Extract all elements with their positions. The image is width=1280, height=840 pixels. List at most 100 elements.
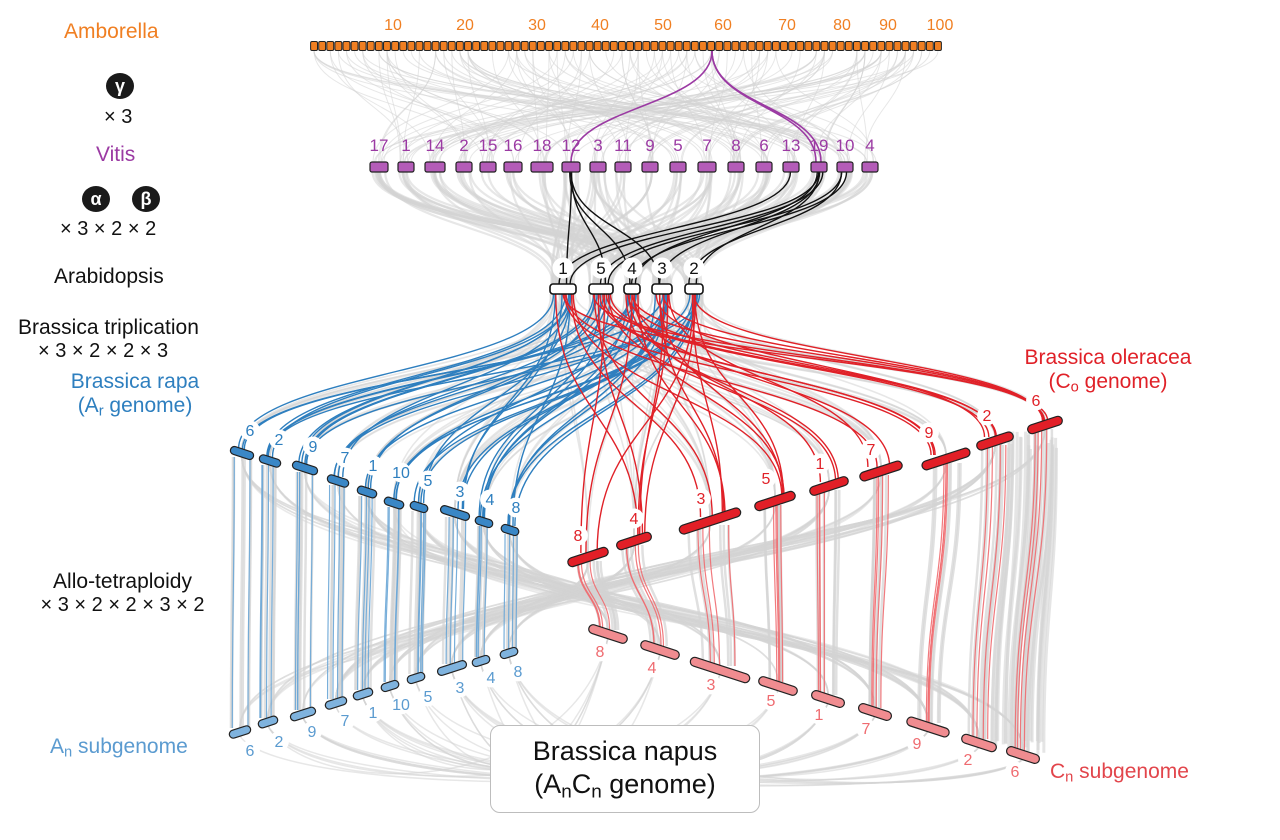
an-chromosome-label: 3 <box>456 680 465 697</box>
amborella-segment <box>335 42 342 51</box>
arabidopsis-chromosome-label: 5 <box>596 259 605 278</box>
vitis-chromosome-label: 3 <box>593 136 602 155</box>
an-chromosome-label: 4 <box>487 670 496 687</box>
amborella-tick-label: 50 <box>654 17 672 34</box>
oleracea-name: Brassica oleracea <box>1018 346 1198 370</box>
rapa-chromosome-label: 10 <box>392 465 410 482</box>
amborella-segment <box>489 42 496 51</box>
napus-title: Brassica napus <box>491 735 759 768</box>
grey-link <box>509 445 995 649</box>
amborella-segment <box>351 42 358 51</box>
amborella-segment <box>578 42 585 51</box>
oleracea-chromosome-label: 8 <box>574 528 583 545</box>
oleracea-chromosome-label: 1 <box>816 456 825 473</box>
vitis-chromosome-label: 17 <box>370 136 389 155</box>
an-chromosome-label: 2 <box>275 734 284 751</box>
amborella-segment <box>521 42 528 51</box>
arabidopsis-chromosome <box>550 284 576 294</box>
amborella-segment <box>627 42 634 51</box>
amborella-segment <box>448 42 455 51</box>
vitis-chromosome <box>480 162 496 172</box>
allo-tetraploidy-label: Allo-tetraploidy × 3 × 2 × 2 × 3 × 2 <box>0 570 245 617</box>
oleracea-chromosome-label: 7 <box>867 442 876 459</box>
amborella-segment <box>311 42 318 51</box>
rapa-chromosome <box>383 496 404 510</box>
amborella-tick-label: 40 <box>591 17 609 34</box>
amborella-segment <box>683 42 690 51</box>
cn-chromosome-label: 5 <box>767 693 776 710</box>
rapa-genome: (Ar genome) <box>40 394 230 421</box>
cn-chromosome-label: 3 <box>707 677 716 694</box>
an-vertical-link <box>504 534 505 649</box>
cn-chromosome-label: 9 <box>913 736 922 753</box>
amborella-segment <box>797 42 804 51</box>
amborella-tick-label: 10 <box>384 17 402 34</box>
vitis-chromosome <box>756 162 772 172</box>
vitis-chromosome-label: 7 <box>702 136 711 155</box>
gamma-badge: γ <box>106 73 134 99</box>
amborella-segment <box>594 42 601 51</box>
vitis-chromosome <box>504 162 522 172</box>
amborella-segment <box>878 42 885 51</box>
amborella-segment <box>700 42 707 51</box>
vitis-chromosome <box>590 162 606 172</box>
arabidopsis-chromosome <box>589 284 613 294</box>
alpha-badge: α <box>82 186 110 212</box>
vitis-chromosome <box>370 162 388 172</box>
amborella-segment <box>829 42 836 51</box>
oleracea-genome: (Co genome) <box>1018 370 1198 397</box>
amborella-segment <box>529 42 536 51</box>
oleracea-chromosome-label: 4 <box>630 511 639 528</box>
amborella-segment <box>691 42 698 51</box>
grey-link <box>314 51 483 162</box>
vitis-chromosome-label: 19 <box>810 136 829 155</box>
amborella-segment <box>934 42 941 51</box>
amborella-segment <box>740 42 747 51</box>
amborella-segment <box>610 42 617 51</box>
oleracea-label: Brassica oleracea (Co genome) <box>1018 346 1198 397</box>
amborella-segment <box>894 42 901 51</box>
rapa-chromosome-label: 2 <box>275 432 284 449</box>
amborella-segment <box>813 42 820 51</box>
amborella-segment <box>651 42 658 51</box>
amborella-segment <box>789 42 796 51</box>
amborella-segment <box>416 42 423 51</box>
vitis-chromosome-label: 9 <box>645 136 654 155</box>
rapa-chromosome-label: 6 <box>246 423 255 440</box>
cn-chromosome-label: 1 <box>815 707 824 724</box>
vitis-chromosome-label: 15 <box>479 136 498 155</box>
beta-badge: β <box>132 186 160 212</box>
vitis-chromosome <box>811 162 827 172</box>
amborella-segment <box>537 42 544 51</box>
vitis-chromosome <box>698 162 716 172</box>
amborella-segment <box>675 42 682 51</box>
arabidopsis-chromosome <box>685 284 703 294</box>
triplication-multiplier: × 3 × 2 × 2 × 3 <box>38 340 168 363</box>
vitis-chromosome <box>425 162 445 172</box>
vitis-chromosome <box>456 162 472 172</box>
amborella-segment <box>821 42 828 51</box>
amborella-segment <box>327 42 334 51</box>
oleracea-chromosome-label: 2 <box>983 408 992 425</box>
amborella-tick-label: 70 <box>778 17 796 34</box>
vitis-chromosome <box>728 162 744 172</box>
arabidopsis-chromosome-label: 4 <box>627 259 636 278</box>
vitis-chromosome <box>531 162 553 172</box>
vitis-chromosome-label: 14 <box>426 136 445 155</box>
red-link <box>669 294 868 467</box>
amborella-segment <box>513 42 520 51</box>
oleracea-chromosome-label: 9 <box>925 425 934 442</box>
amborella-segment <box>756 42 763 51</box>
arabidopsis-label: Arabidopsis <box>54 265 164 289</box>
amborella-segment <box>497 42 504 51</box>
rapa-name: Brassica rapa <box>40 370 230 394</box>
amborella-segment <box>440 42 447 51</box>
an-chromosome-label: 5 <box>424 689 433 706</box>
rapa-chromosome-label: 9 <box>309 439 318 456</box>
vitis-chromosome-label: 4 <box>865 136 874 155</box>
amborella-segment <box>659 42 666 51</box>
cn-chromosome-label: 4 <box>648 660 657 677</box>
arabidopsis-chromosome <box>624 284 640 294</box>
triplication-label: Brassica triplication <box>18 316 199 340</box>
